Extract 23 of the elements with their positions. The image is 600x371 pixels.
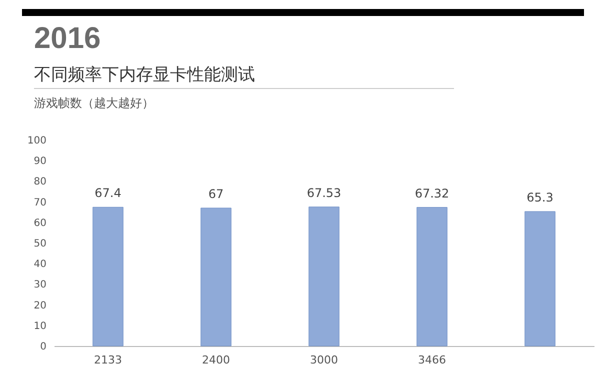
x-tick-label: 3000 bbox=[310, 354, 338, 366]
x-tick-label: 2133 bbox=[94, 354, 122, 366]
y-tick-label: 0 bbox=[40, 342, 46, 352]
chart-title: 不同频率下内存显卡性能测试 bbox=[34, 64, 255, 86]
y-tick-label: 10 bbox=[34, 320, 46, 332]
x-tick-label: 2400 bbox=[202, 354, 230, 366]
y-tick-label: 90 bbox=[34, 156, 46, 168]
chart-subtitle: 游戏帧数（越大越好） bbox=[34, 95, 154, 112]
data-label: 65.3 bbox=[526, 190, 554, 204]
y-tick-label: 20 bbox=[34, 300, 46, 312]
x-tick-label: 3466 bbox=[418, 354, 446, 366]
text: 2016 bbox=[34, 22, 101, 56]
y-tick-label: 70 bbox=[34, 197, 46, 208]
data-label: 67 bbox=[208, 186, 224, 201]
y-tick-label: 80 bbox=[34, 176, 46, 188]
y-tick-label: 50 bbox=[34, 238, 46, 250]
y-tick-label: 40 bbox=[34, 259, 46, 270]
data-label: 67.53 bbox=[306, 186, 342, 200]
y-tick-label: 60 bbox=[34, 218, 46, 229]
y-tick-label: 100 bbox=[27, 136, 46, 146]
data-label: 67.4 bbox=[94, 186, 122, 200]
y-tick-label: 30 bbox=[34, 280, 46, 291]
data-label: 67.32 bbox=[414, 186, 450, 200]
